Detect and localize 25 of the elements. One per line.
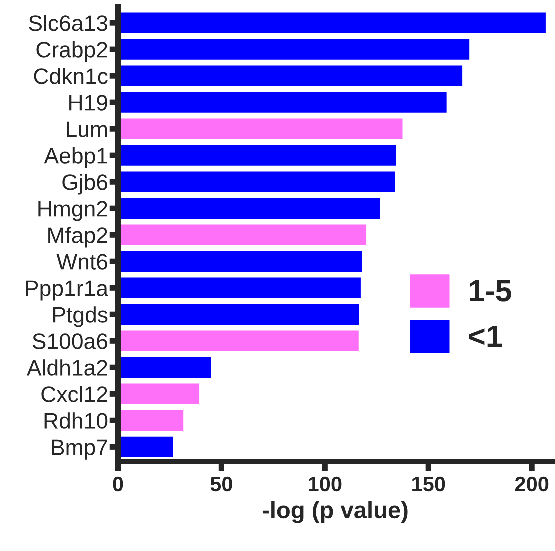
y-tick-label: Ptgds: [53, 306, 108, 328]
y-tick-label: Cxcl12: [42, 386, 108, 402]
y-tick-label: Bmp7: [52, 440, 108, 460]
x-tick-label: 150: [412, 476, 446, 492]
y-tick-label: Lum: [67, 122, 108, 138]
x-tick-label: 200: [515, 476, 549, 492]
y-tick-label: Rdh10: [44, 412, 108, 429]
y-tick-label: Aebp1: [44, 148, 108, 168]
x-axis-title: -log (p value): [262, 501, 408, 524]
y-tick-label: Slc6a13: [29, 15, 108, 32]
legend-label: <1: [469, 326, 502, 347]
legend-label: 1-5: [470, 280, 512, 302]
y-tick-label: Aldh1a2: [26, 360, 108, 376]
y-tick-label: Wnt6: [56, 254, 108, 270]
x-tick-label: 50: [210, 476, 232, 492]
y-tick-label: S100a6: [32, 334, 108, 350]
y-tick-label: Ppp1r1a: [26, 280, 108, 301]
y-tick-label: Hmgn2: [38, 201, 108, 222]
y-tick-label: Gjb6: [62, 174, 108, 195]
y-tick-label: Cdkn1c: [34, 68, 108, 84]
x-tick-label: 0: [113, 476, 124, 492]
y-tick-label: Mfap2: [48, 227, 108, 248]
y-tick-label: Crabp2: [36, 42, 108, 62]
x-tick-label: 100: [309, 476, 342, 492]
y-tick-label: H19: [70, 95, 108, 111]
